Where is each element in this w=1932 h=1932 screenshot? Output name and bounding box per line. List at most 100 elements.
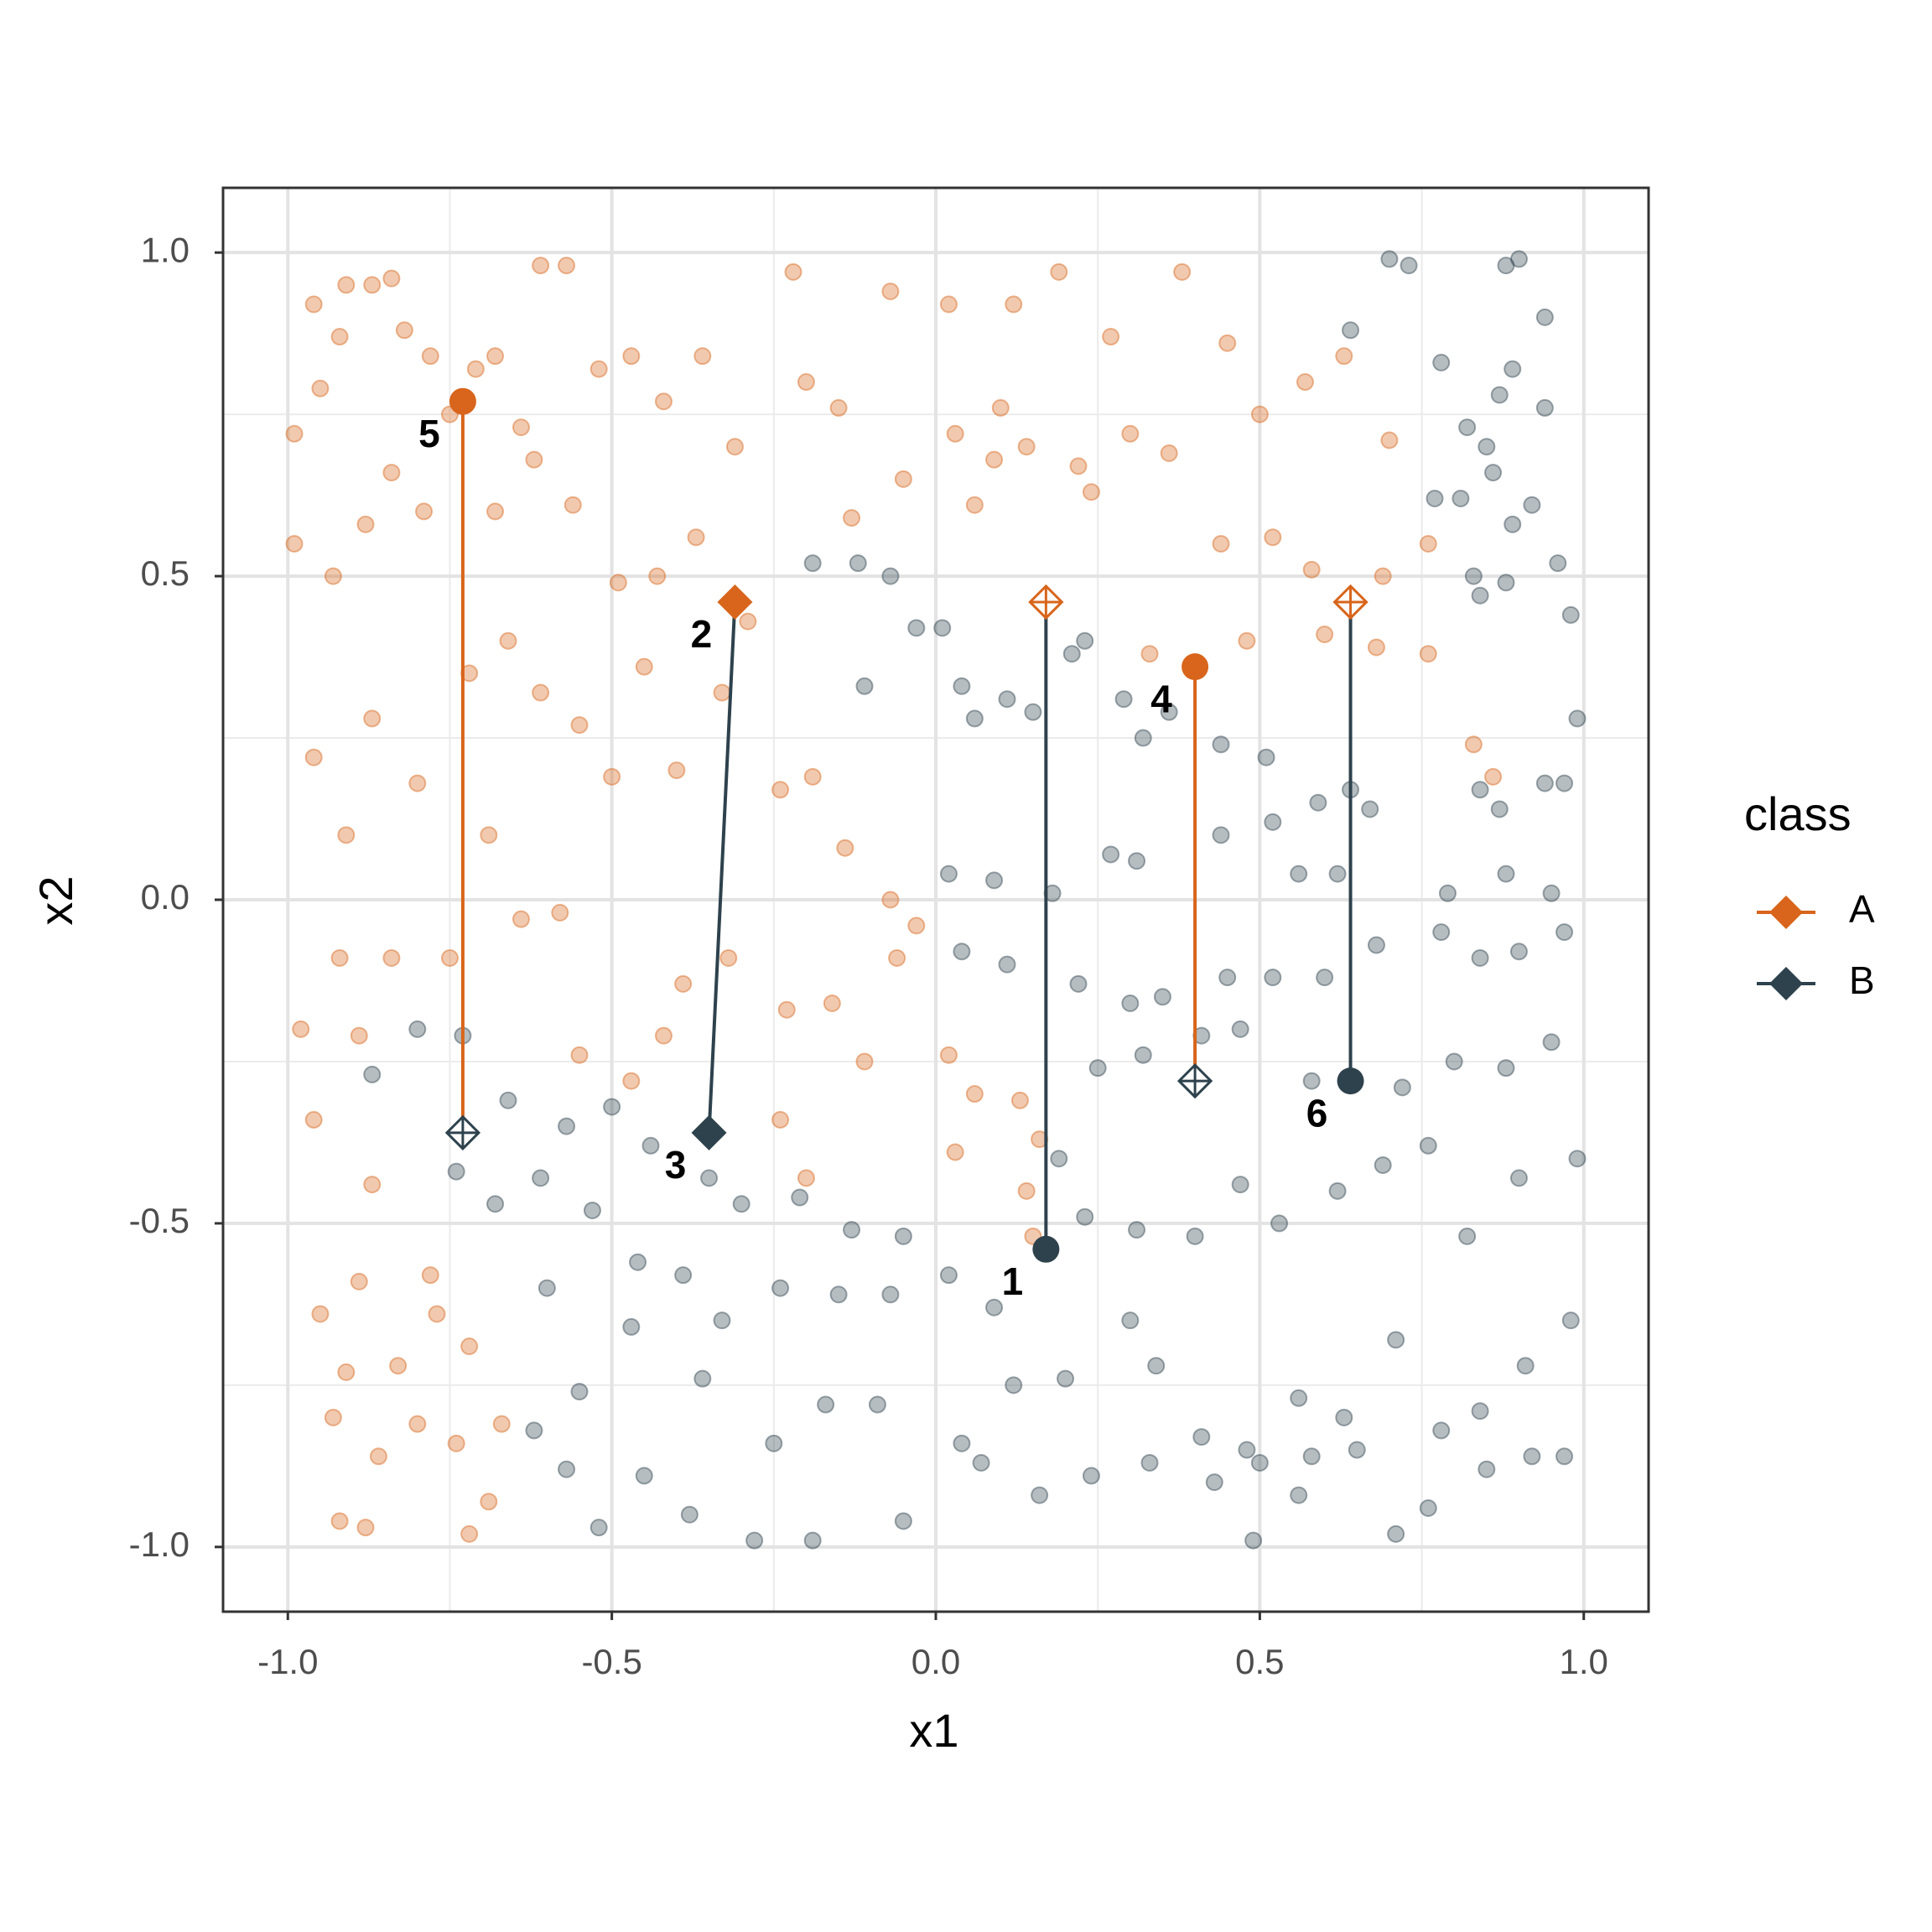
data-point	[1504, 360, 1522, 378]
data-point	[881, 567, 900, 585]
data-point	[363, 709, 382, 728]
data-point	[771, 781, 790, 799]
data-point	[667, 761, 686, 780]
data-point	[797, 1169, 815, 1187]
x-tick-label: 0.0	[911, 1642, 960, 1681]
data-point	[713, 683, 731, 702]
data-point	[1309, 793, 1327, 812]
data-point	[1212, 535, 1230, 553]
panel-border	[221, 186, 1650, 1613]
data-point	[953, 1434, 971, 1452]
point-label: 1	[1002, 1259, 1024, 1303]
data-point	[687, 528, 705, 547]
data-point	[1102, 328, 1120, 346]
data-point	[1024, 703, 1042, 721]
data-point	[1062, 645, 1081, 663]
point-label: 3	[665, 1143, 687, 1187]
data-point	[395, 321, 413, 340]
data-point	[1342, 321, 1360, 340]
data-point	[933, 619, 952, 637]
data-point	[408, 1020, 427, 1038]
data-point	[1238, 1441, 1256, 1459]
data-point	[1458, 1227, 1477, 1245]
data-point	[1231, 1020, 1249, 1038]
data-point	[532, 1169, 550, 1187]
highlight-point	[1032, 1235, 1060, 1263]
x-tick-label: 1.0	[1560, 1642, 1608, 1681]
data-point	[1426, 489, 1444, 507]
data-point	[849, 554, 867, 573]
data-point	[622, 1317, 641, 1336]
data-point	[998, 690, 1016, 709]
data-point	[635, 1467, 653, 1485]
data-point	[803, 1531, 822, 1550]
data-point	[1497, 257, 1515, 275]
data-point	[1316, 626, 1334, 644]
highlight-point	[1176, 1062, 1213, 1099]
data-point	[765, 1434, 783, 1452]
data-point	[1290, 865, 1308, 883]
data-point	[1082, 1467, 1100, 1485]
data-point	[1076, 631, 1094, 650]
data-point	[1419, 1499, 1437, 1518]
data-point	[881, 891, 900, 909]
data-point	[589, 360, 608, 378]
data-point	[330, 328, 349, 346]
data-point	[1438, 884, 1457, 902]
data-point	[440, 948, 459, 967]
data-point	[350, 1026, 368, 1045]
data-point	[1555, 1447, 1574, 1466]
data-point	[337, 1363, 356, 1381]
data-point	[382, 948, 401, 967]
highlight-point	[444, 1114, 481, 1150]
data-point	[570, 1383, 589, 1401]
data-point	[1017, 1182, 1036, 1200]
data-point	[1497, 574, 1515, 592]
data-point	[1516, 1357, 1535, 1375]
data-point	[1212, 826, 1230, 844]
data-point	[330, 1512, 349, 1530]
data-point	[1432, 353, 1451, 371]
data-point	[382, 464, 401, 482]
data-point	[512, 418, 530, 437]
data-point	[1244, 1531, 1263, 1550]
data-point	[1121, 424, 1140, 443]
data-point	[324, 567, 342, 585]
data-point	[965, 496, 984, 514]
data-point	[1128, 1221, 1146, 1239]
data-point	[408, 1415, 427, 1433]
data-point	[894, 1512, 912, 1530]
data-point	[1464, 735, 1483, 754]
data-point	[1031, 1486, 1049, 1504]
data-point	[953, 677, 971, 695]
data-point	[538, 1279, 556, 1297]
data-point	[1128, 852, 1146, 870]
data-point	[1555, 923, 1574, 942]
data-point	[1005, 295, 1023, 314]
highlight-point	[449, 387, 476, 415]
data-point	[965, 1085, 984, 1104]
data-point	[304, 1110, 323, 1129]
data-point	[369, 1447, 387, 1466]
data-point	[629, 1253, 647, 1271]
data-point	[1005, 1376, 1023, 1394]
data-point	[1290, 1389, 1308, 1407]
data-point	[1542, 1033, 1561, 1052]
data-point	[855, 1052, 874, 1071]
data-point	[1568, 1150, 1587, 1168]
data-point	[791, 1188, 809, 1207]
data-point	[985, 871, 1004, 890]
data-point	[1419, 1136, 1437, 1155]
data-point	[1140, 645, 1159, 663]
data-point	[512, 910, 530, 928]
data-point	[1328, 865, 1347, 883]
data-point	[1367, 638, 1385, 657]
data-point	[311, 379, 330, 397]
data-point	[603, 1098, 621, 1116]
data-point	[304, 295, 323, 314]
data-point	[881, 1285, 900, 1304]
legend-label: B	[1849, 958, 1875, 1002]
data-point	[894, 1227, 912, 1245]
data-point	[525, 1421, 543, 1440]
